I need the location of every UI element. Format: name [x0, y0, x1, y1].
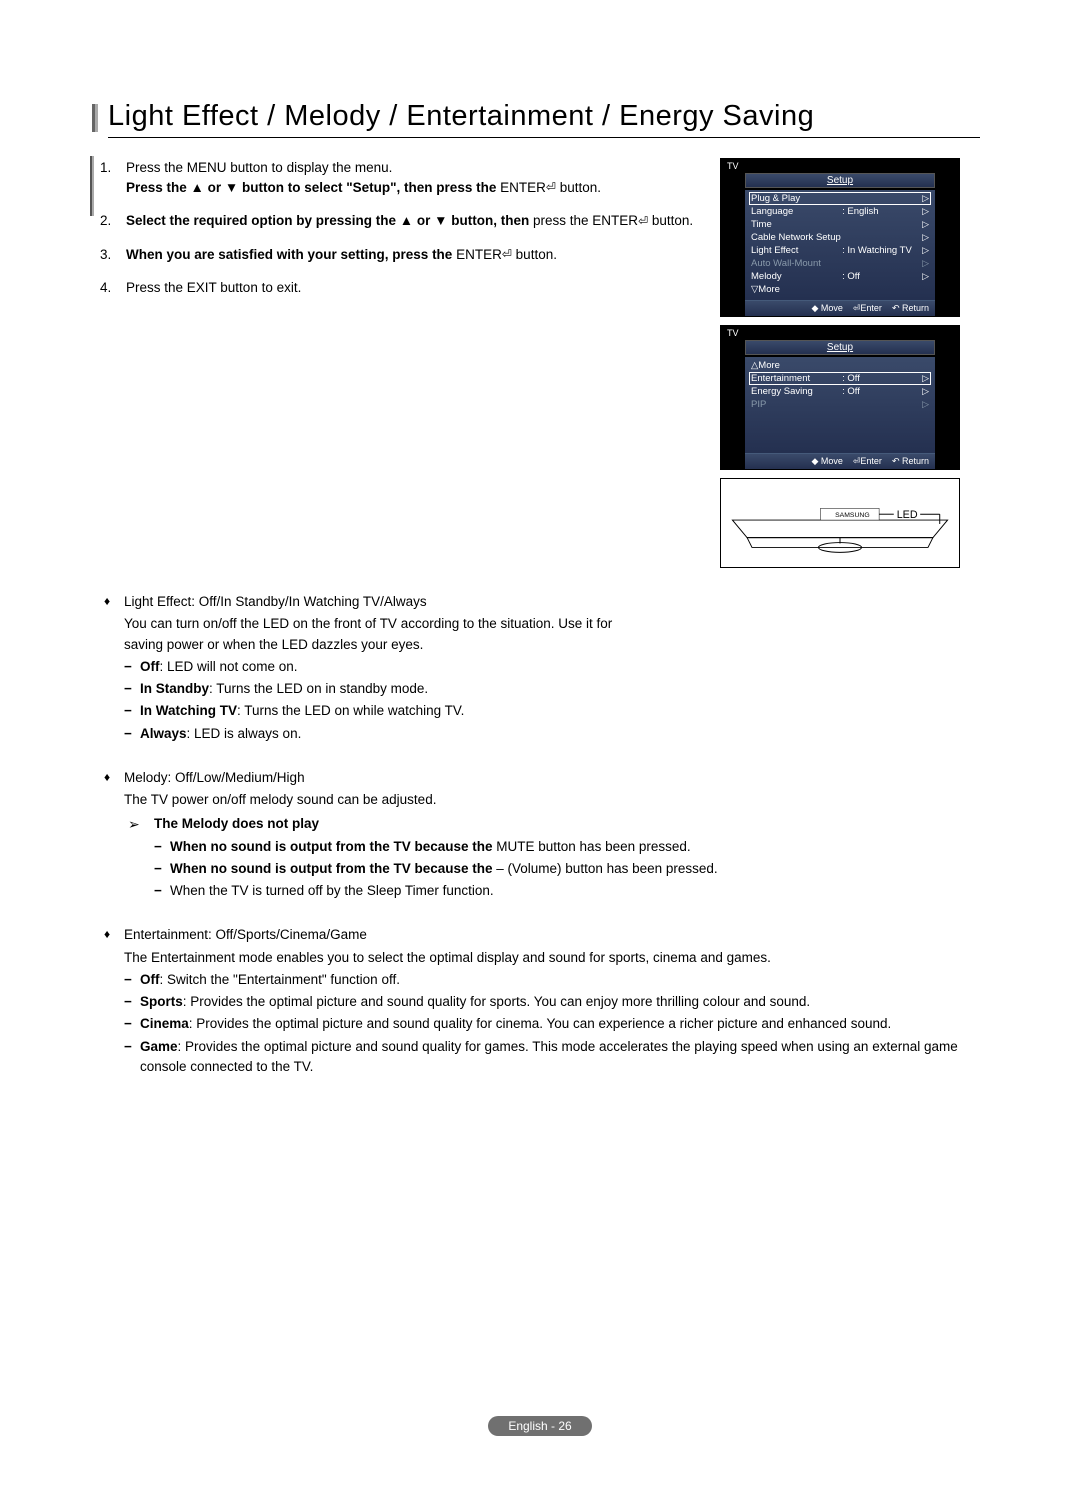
- content-body: Light Effect: Off/In Standby/In Watching…: [100, 592, 980, 1077]
- osd1-footer: ◆ Move ⏎Enter ↶ Return: [745, 300, 935, 316]
- le-sub-standby: In Standby: Turns the LED on in standby …: [124, 679, 980, 699]
- osd2-row-pip: PIP▷: [749, 398, 931, 411]
- title-marker: [92, 104, 98, 132]
- melody-note: The Melody does not play When no sound i…: [124, 814, 980, 901]
- mel-sub-volume: When no sound is output from the TV beca…: [154, 859, 980, 879]
- osd1-row-plugplay: Plug & Play▷: [749, 192, 931, 205]
- le-sub-always: Always: LED is always on.: [124, 724, 980, 744]
- osd1-row-melody: Melody: Off▷: [749, 270, 931, 283]
- enter-icon: ⏎: [502, 246, 512, 263]
- step-1-enter: ENTER: [500, 180, 546, 195]
- ent-sub-game: Game: Provides the optimal picture and s…: [124, 1037, 980, 1078]
- le-sub-off: Off: LED will not come on.: [124, 657, 980, 677]
- step-2-enter: press the ENTER: [533, 213, 638, 228]
- osd1-move: ◆ Move: [811, 303, 842, 314]
- osd-setup-2: TV Setup △More Entertainment: Off▷ Energ…: [720, 325, 960, 470]
- enter-icon: ⏎: [638, 213, 648, 230]
- step-4-text: Press the EXIT button to exit.: [126, 280, 301, 295]
- osd2-move: ◆ Move: [811, 456, 842, 467]
- osd2-enter: ⏎Enter: [853, 456, 882, 467]
- osd-setup-1: TV Setup Plug & Play▷ Language: English▷…: [720, 158, 960, 317]
- osd1-row-time: Time▷: [749, 218, 931, 231]
- osd1-corner: TV: [721, 159, 959, 173]
- led-logo: SAMSUNG: [835, 512, 870, 519]
- steps-list: Press the MENU button to display the men…: [100, 158, 696, 298]
- osd1-row-lighteffect: Light Effect: In Watching TV▷: [749, 244, 931, 257]
- osd2-return: ↶ Return: [892, 456, 929, 467]
- page-number: English - 26: [488, 1416, 591, 1436]
- osd2-header: Setup: [745, 340, 935, 355]
- mel-sub-sleep: When the TV is turned off by the Sleep T…: [154, 881, 980, 901]
- osd2-corner: TV: [721, 326, 959, 340]
- osd2-body: △More Entertainment: Off▷ Energy Saving:…: [745, 357, 935, 453]
- led-diagram: SAMSUNG LED: [720, 478, 960, 568]
- osd2-row-more: △More: [749, 359, 931, 372]
- step-2-tail: button.: [648, 213, 693, 228]
- osd1-row-autowall: Auto Wall-Mount▷: [749, 257, 931, 270]
- step-3: When you are satisfied with your setting…: [100, 245, 696, 265]
- melody-note-list: When no sound is output from the TV beca…: [154, 837, 980, 902]
- side-stripe: [90, 156, 94, 216]
- feature-ent-desc: The Entertainment mode enables you to se…: [124, 948, 980, 968]
- osd2-footer: ◆ Move ⏎Enter ↶ Return: [745, 453, 935, 469]
- step-1: Press the MENU button to display the men…: [100, 158, 696, 197]
- ent-sub-cinema: Cinema: Provides the optimal picture and…: [124, 1014, 980, 1034]
- osd1-enter: ⏎Enter: [853, 303, 882, 314]
- page-footer: English - 26: [0, 1416, 1080, 1436]
- feature-ent-sublist: Off: Switch the "Entertainment" function…: [124, 970, 980, 1077]
- osd2-row-entertainment: Entertainment: Off▷: [749, 372, 931, 385]
- step-1-tail: button.: [556, 180, 601, 195]
- osd2-row-energy: Energy Saving: Off▷: [749, 385, 931, 398]
- led-label: LED: [897, 509, 918, 521]
- step-2-bold: Select the required option by pressing t…: [126, 213, 529, 228]
- osd1-return: ↶ Return: [892, 303, 929, 314]
- ent-sub-off: Off: Switch the "Entertainment" function…: [124, 970, 980, 990]
- feature-le-title: Light Effect: Off/In Standby/In Watching…: [124, 592, 980, 612]
- step-3-tail: button.: [516, 247, 557, 262]
- page-title-wrap: Light Effect / Melody / Entertainment / …: [100, 100, 980, 138]
- ent-sub-sports: Sports: Provides the optimal picture and…: [124, 992, 980, 1012]
- step-2: Select the required option by pressing t…: [100, 211, 696, 231]
- feature-mel-desc: The TV power on/off melody sound can be …: [124, 790, 980, 810]
- feature-light-effect: Light Effect: Off/In Standby/In Watching…: [100, 592, 980, 744]
- osd1-body: Plug & Play▷ Language: English▷ Time▷ Ca…: [745, 190, 935, 300]
- step-3-bold: When you are satisfied with your setting…: [126, 247, 452, 262]
- feature-mel-title: Melody: Off/Low/Medium/High: [124, 768, 980, 788]
- mel-sub-mute: When no sound is output from the TV beca…: [154, 837, 980, 857]
- osd1-header: Setup: [745, 173, 935, 188]
- feature-le-desc: You can turn on/off the LED on the front…: [124, 614, 644, 655]
- step-1-bold: Press the ▲ or ▼ button to select "Setup…: [126, 180, 496, 195]
- step-3-enter: ENTER: [452, 247, 502, 262]
- feature-entertainment: Entertainment: Off/Sports/Cinema/Game Th…: [100, 925, 980, 1077]
- step-4: Press the EXIT button to exit.: [100, 278, 696, 298]
- feature-melody: Melody: Off/Low/Medium/High The TV power…: [100, 768, 980, 902]
- led-diagram-svg: SAMSUNG LED: [721, 479, 959, 567]
- page-title: Light Effect / Melody / Entertainment / …: [108, 100, 980, 138]
- step-1-line1: Press the MENU button to display the men…: [126, 160, 392, 175]
- osd1-row-language: Language: English▷: [749, 205, 931, 218]
- melody-note-title: The Melody does not play: [154, 816, 319, 831]
- feature-ent-title: Entertainment: Off/Sports/Cinema/Game: [124, 925, 980, 945]
- feature-le-sublist: Off: LED will not come on. In Standby: T…: [124, 657, 980, 744]
- enter-icon: ⏎: [546, 179, 556, 196]
- osd1-row-cable: Cable Network Setup▷: [749, 231, 931, 244]
- osd1-row-more: ▽More: [749, 283, 931, 296]
- le-sub-watching: In Watching TV: Turns the LED on while w…: [124, 701, 980, 721]
